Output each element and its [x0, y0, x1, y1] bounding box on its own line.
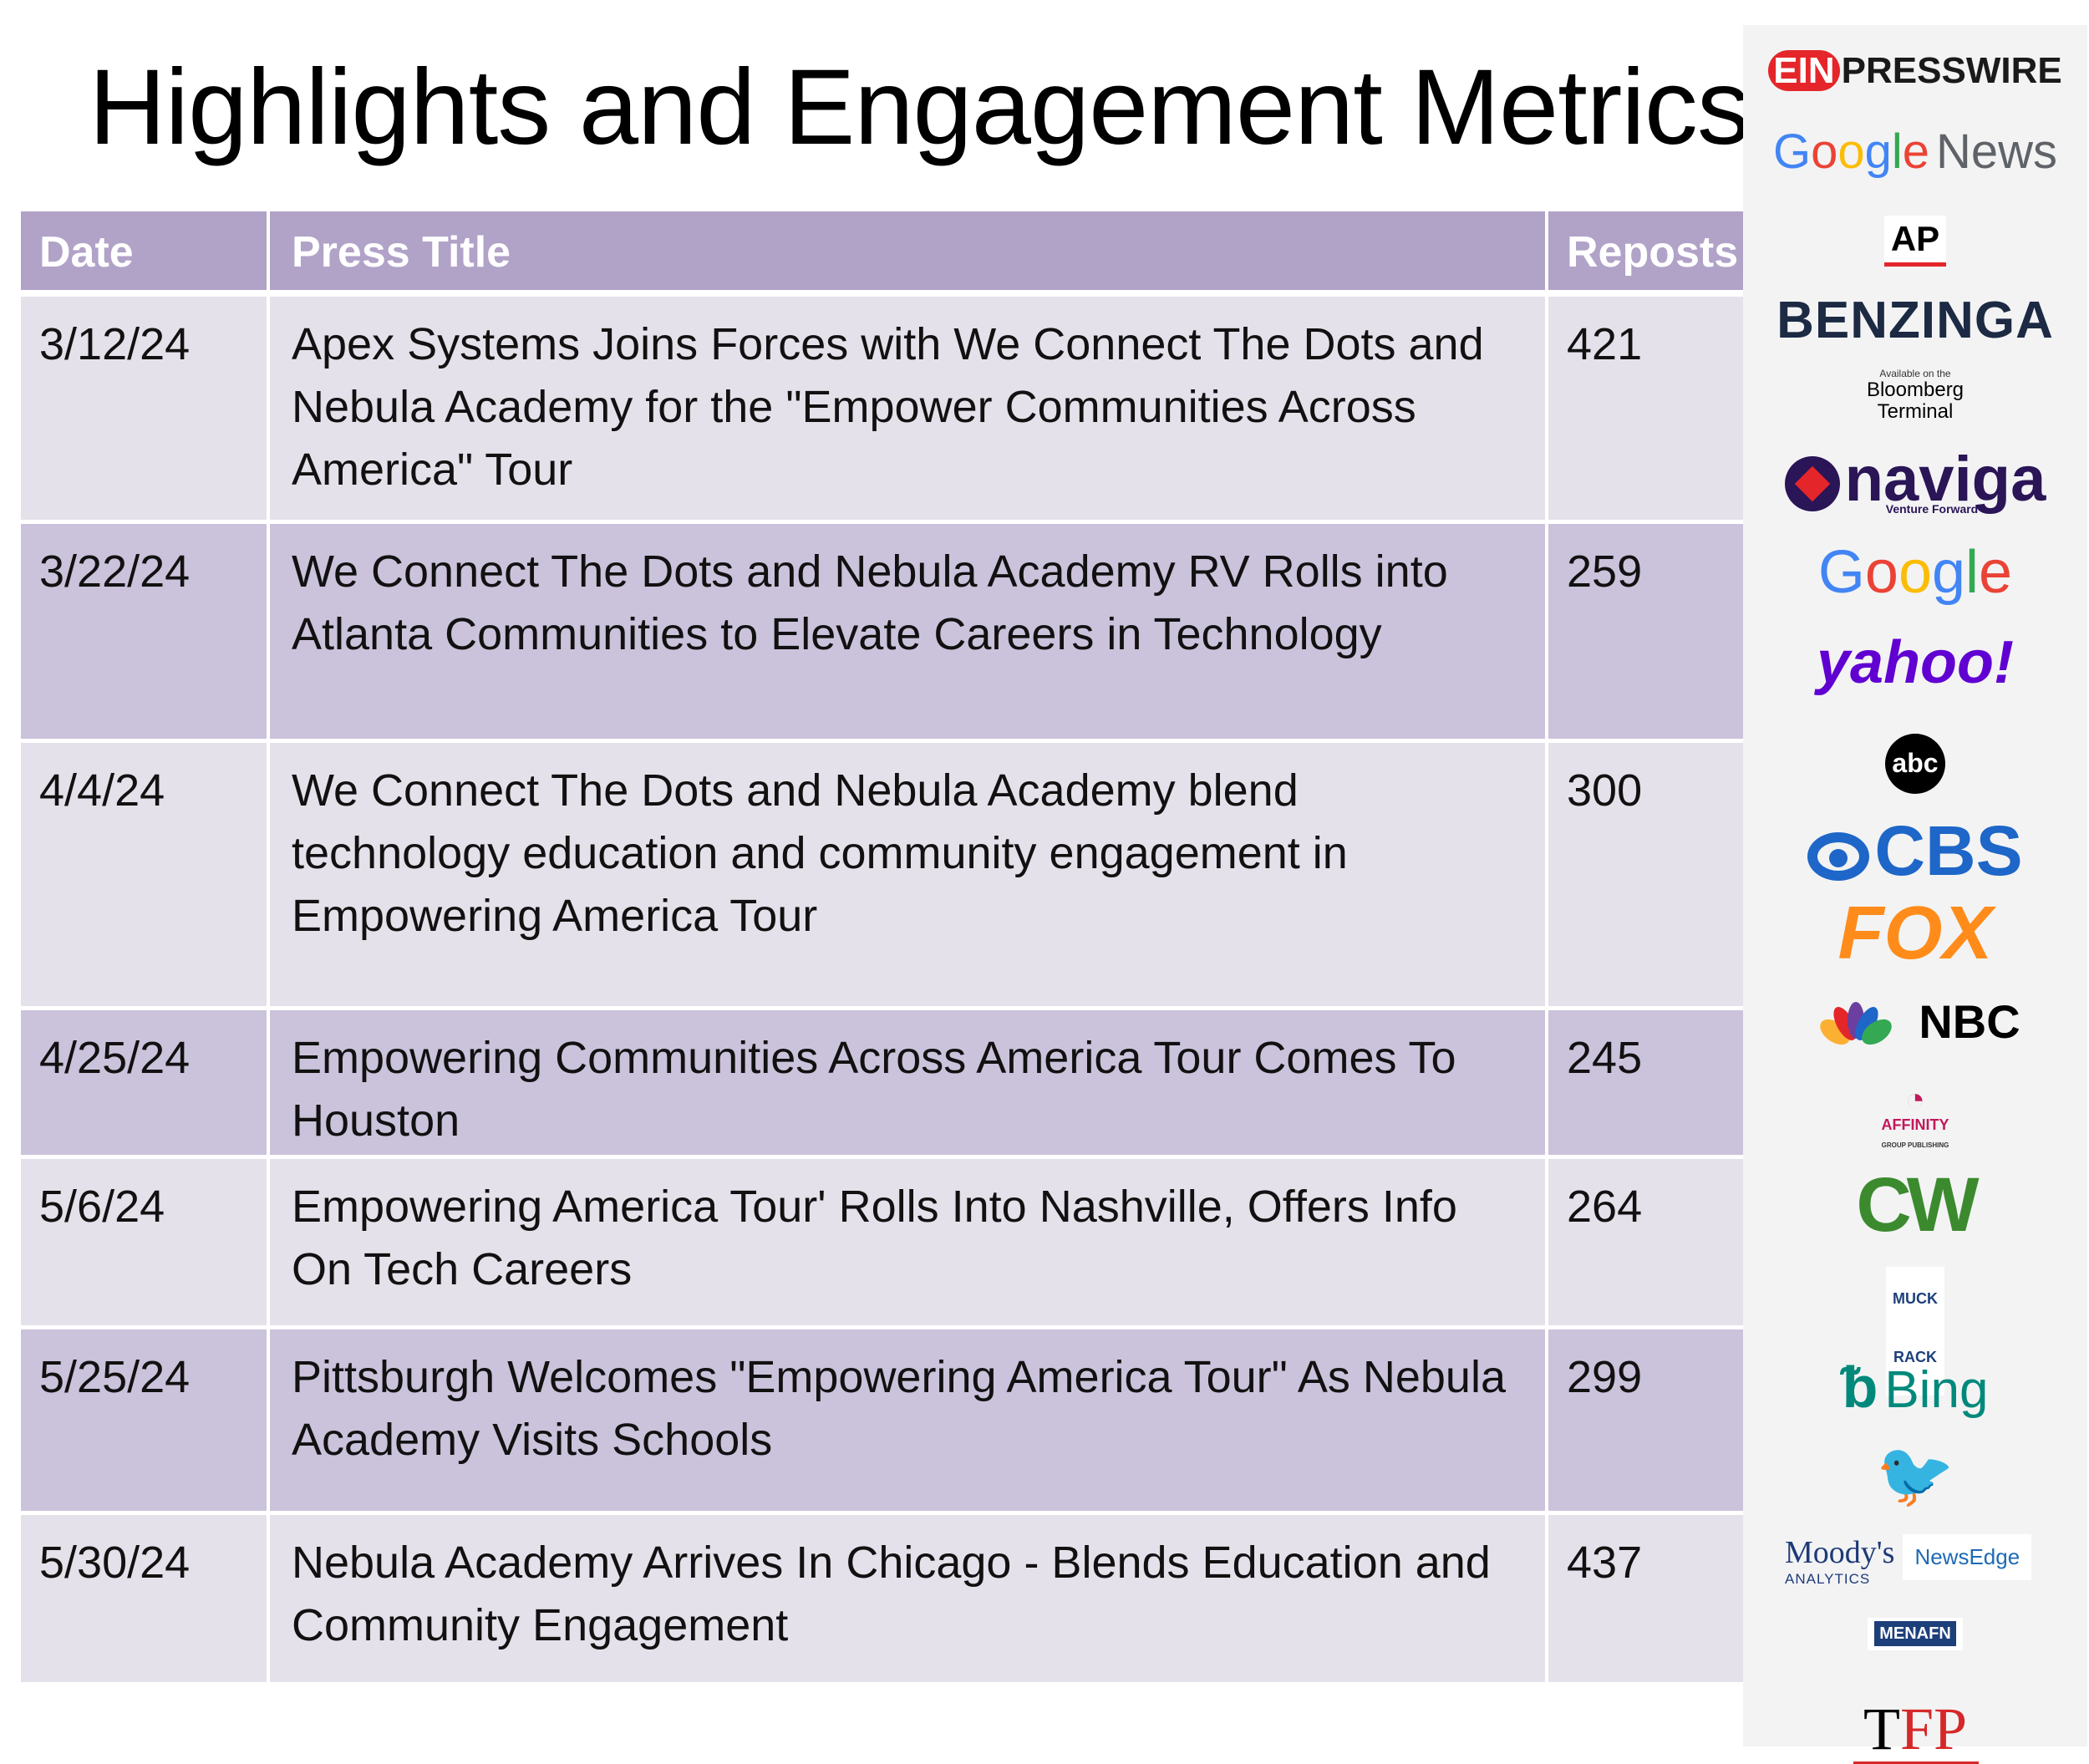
row-reposts: 437	[1567, 1538, 1643, 1588]
row-title: Nebula Academy Arrives In Chicago - Blen…	[270, 1515, 1548, 1682]
media-logos-panel: EIN PRESSWIRE Google News AP BENZINGA Avai…	[1743, 25, 2087, 1764]
google-logo: Google	[1817, 539, 2013, 606]
table-row: 4/4/24 We Connect The Dots and Nebula Ac…	[21, 743, 1743, 1010]
cw-logo: CW	[1856, 1162, 1979, 1248]
row-date: 4/25/24	[21, 1010, 270, 1155]
google-news-logo: Google News	[1772, 125, 2058, 179]
row-title: We Connect The Dots and Nebula Academy b…	[270, 743, 1548, 1006]
twitter-bird-icon: 🐦	[1875, 1440, 1955, 1511]
table-row: 5/6/24 Empowering America Tour' Rolls In…	[21, 1159, 1743, 1329]
row-date: 4/4/24	[21, 743, 270, 1006]
nbc-logo: NBC	[1743, 994, 2087, 1049]
cbs-eye-icon	[1807, 831, 1870, 881]
compass-icon	[1784, 455, 1840, 511]
row-reposts: 299	[1567, 1352, 1643, 1402]
header-press-title: Press Title	[270, 211, 1548, 290]
tfp-logo: TFP	[1863, 1695, 1968, 1762]
header-date: Date	[21, 211, 270, 290]
row-date: 5/6/24	[21, 1159, 270, 1325]
naviga-logo: naviga Venture Forward	[1743, 443, 2087, 516]
bing-b-icon: ᵬ	[1842, 1355, 1878, 1420]
table-row: 3/22/24 We Connect The Dots and Nebula A…	[21, 524, 1743, 743]
cbs-logo: CBS	[1743, 811, 2087, 892]
row-title: Pittsburgh Welcomes "Empowering America …	[270, 1329, 1548, 1511]
einpresswire-logo: EIN PRESSWIRE	[1743, 50, 2087, 92]
table-header: Date Press Title Reposts	[21, 211, 1743, 290]
row-date: 5/25/24	[21, 1329, 270, 1511]
affinity-mark-icon: ◔	[1904, 1081, 1926, 1118]
moodys-newsedge-logo: Moody's ANALYTICS NewsEdge	[1785, 1534, 2077, 1588]
bloomberg-terminal-logo: Available on the Bloomberg Terminal	[1866, 368, 1964, 423]
row-reposts: 264	[1567, 1182, 1643, 1232]
fox-logo: FOX	[1837, 892, 1993, 975]
row-date: 3/12/24	[21, 297, 270, 520]
ap-logo: AP	[1743, 216, 2087, 267]
row-title: Apex Systems Joins Forces with We Connec…	[270, 297, 1548, 520]
row-reposts: 300	[1567, 765, 1643, 816]
affinity-group-logo: ◔ AFFINITY GROUP PUBLISHING	[1743, 1083, 2087, 1151]
press-table: Date Press Title Reposts 3/12/24 Apex Sy…	[21, 211, 1743, 1682]
muckrack-logo: MUCK RACK	[1743, 1267, 2087, 1395]
row-title: We Connect The Dots and Nebula Academy R…	[270, 524, 1548, 739]
menafn-logo: MENAFN	[1743, 1618, 2087, 1650]
page-title: Highlights and Engagement Metrics	[89, 48, 1751, 167]
yahoo-logo: yahoo!	[1816, 629, 2014, 696]
table-row: 5/30/24 Nebula Academy Arrives In Chicag…	[21, 1515, 1743, 1682]
benzinga-logo: BENZINGA	[1776, 292, 2054, 349]
row-date: 3/22/24	[21, 524, 270, 739]
row-title: Empowering America Tour' Rolls Into Nash…	[270, 1159, 1548, 1325]
bing-logo: ᵬ Bing	[1842, 1355, 1989, 1420]
row-reposts: 245	[1567, 1033, 1643, 1083]
row-reposts: 259	[1567, 546, 1643, 597]
row-date: 5/30/24	[21, 1515, 270, 1682]
row-reposts: 421	[1567, 319, 1643, 369]
nbc-peacock-icon	[1820, 1002, 1893, 1045]
abc-logo: abc	[1743, 734, 2087, 794]
table-row: 4/25/24 Empowering Communities Across Am…	[21, 1010, 1743, 1159]
table-row: 5/25/24 Pittsburgh Welcomes "Empowering …	[21, 1329, 1743, 1515]
header-reposts: Reposts	[1567, 228, 1739, 277]
row-title: Empowering Communities Across America To…	[270, 1010, 1548, 1155]
table-row: 3/12/24 Apex Systems Joins Forces with W…	[21, 297, 1743, 524]
